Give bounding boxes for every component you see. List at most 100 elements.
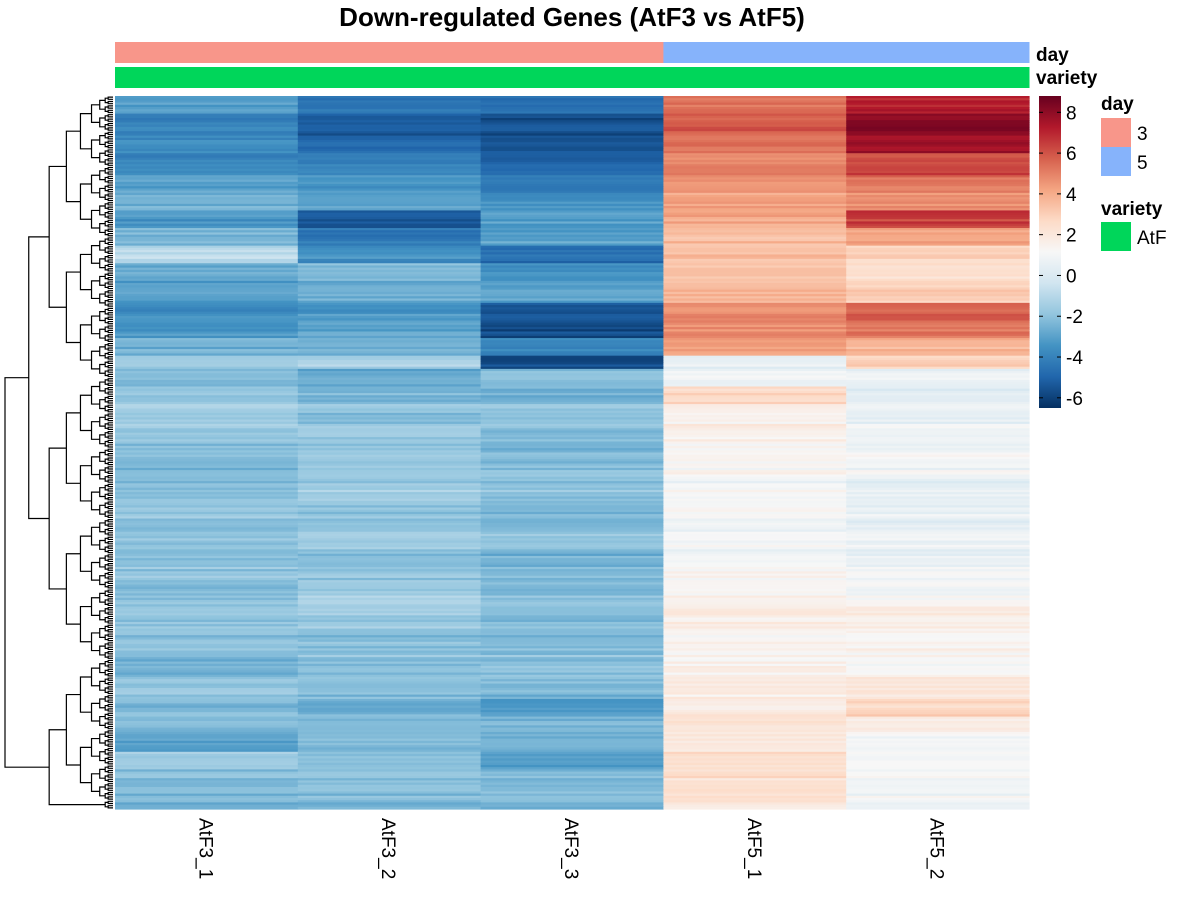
heatmap-cell [115, 366, 299, 370]
dendrogram-branch [90, 421, 100, 440]
heatmap-cell [663, 148, 847, 152]
heatmap-cell [297, 632, 482, 636]
heatmap-cell [480, 201, 664, 205]
heatmap-cell [297, 289, 482, 293]
heatmap-cell [480, 595, 664, 599]
heatmap-cell [663, 142, 847, 146]
heatmap-cell [663, 175, 847, 179]
heatmap-cell [480, 762, 664, 766]
heatmap-cell [480, 685, 664, 689]
heatmap-cell [480, 505, 664, 509]
dendrogram-branch [107, 492, 113, 497]
heatmap-cell [663, 456, 847, 460]
heatmap-cell [480, 148, 664, 152]
heatmap-cell [663, 247, 847, 251]
heatmap-cell [115, 465, 299, 469]
heatmap-cell [297, 283, 482, 286]
heatmap-cell [297, 327, 482, 330]
heatmap-cell [846, 388, 1030, 392]
heatmap-cell [480, 516, 664, 520]
heatmap-cell [480, 696, 664, 700]
heatmap-cell [480, 195, 664, 198]
heatmap-cell [846, 476, 1030, 480]
heatmap-cell [297, 258, 482, 262]
heatmap-cell [115, 234, 299, 238]
heatmap-cell [663, 731, 847, 735]
heatmap-cell [297, 155, 482, 159]
heatmap-cell [480, 102, 664, 106]
heatmap-cell [663, 604, 847, 608]
heatmap-cell [297, 397, 482, 401]
heatmap-cell [480, 135, 664, 139]
heatmap-cell [115, 201, 299, 205]
dendrogram-branch [107, 668, 113, 673]
heatmap-cell [480, 687, 664, 691]
heatmap-cell [663, 769, 847, 773]
dendrogram-branch [107, 250, 113, 254]
heatmap-cell [846, 181, 1030, 185]
heatmap-cell [297, 406, 482, 410]
heatmap-cell [115, 544, 299, 548]
heatmap-cell [297, 778, 482, 781]
heatmap-cell [663, 723, 847, 726]
heatmap-cell [297, 124, 482, 128]
heatmap-cell [115, 311, 299, 315]
heatmap-cell [297, 300, 482, 304]
heatmap-cell [115, 687, 299, 691]
heatmap-cell [297, 500, 482, 504]
heatmap-cell [297, 650, 482, 654]
heatmap-cell [480, 496, 664, 500]
dendrogram-branch [107, 254, 113, 259]
dendrogram-branch [107, 712, 113, 717]
heatmap-cell [115, 806, 299, 810]
dendrogram-branch [99, 733, 106, 744]
heatmap-cell [115, 474, 299, 478]
heatmap-cell [297, 516, 482, 520]
heatmap-cell [297, 368, 482, 372]
heatmap-cell [846, 335, 1030, 339]
color-scale-tick-label: 0 [1066, 266, 1077, 287]
heatmap-cell [480, 278, 664, 282]
heatmap-cell [297, 610, 482, 614]
heatmap-cell [297, 659, 482, 663]
heatmap-cell [846, 547, 1030, 550]
heatmap-cell [846, 331, 1030, 335]
heatmap-cell [846, 687, 1030, 691]
heatmap-cell [663, 714, 847, 718]
heatmap-cell [846, 569, 1030, 572]
heatmap-cell [480, 544, 664, 548]
heatmap-cell [480, 485, 664, 489]
heatmap-cell [297, 228, 482, 231]
heatmap-cell [297, 170, 482, 174]
heatmap-cell [297, 698, 482, 702]
heatmap-cell [480, 179, 664, 183]
heatmap-cell [663, 157, 847, 161]
heatmap-cell [297, 795, 482, 799]
heatmap-cell [297, 173, 482, 176]
heatmap-cell [115, 525, 299, 528]
heatmap-cell [480, 632, 664, 636]
heatmap-cell [115, 707, 299, 711]
heatmap-cell [663, 641, 847, 645]
heatmap-cell [480, 514, 664, 517]
heatmap-cell [663, 562, 847, 566]
heatmap-cell [297, 313, 482, 317]
heatmap-cell [663, 153, 847, 157]
heatmap-cell [480, 208, 664, 212]
dendrogram-branch [99, 346, 106, 357]
heatmap-cell [480, 137, 664, 141]
heatmap-cell [480, 703, 664, 707]
dendrogram-branch [107, 144, 113, 149]
heatmap-cell [663, 280, 847, 284]
heatmap-cell [115, 571, 299, 575]
heatmap-cell [115, 802, 299, 806]
heatmap-cell [846, 604, 1030, 608]
heatmap-cell [115, 379, 299, 383]
heatmap-cell [115, 745, 299, 748]
heatmap-cell [115, 760, 299, 764]
heatmap-cell [480, 641, 664, 645]
heatmap-cell [480, 668, 664, 671]
heatmap-cell [846, 131, 1030, 135]
heatmap-cell [846, 309, 1030, 313]
heatmap-cell [846, 285, 1030, 289]
